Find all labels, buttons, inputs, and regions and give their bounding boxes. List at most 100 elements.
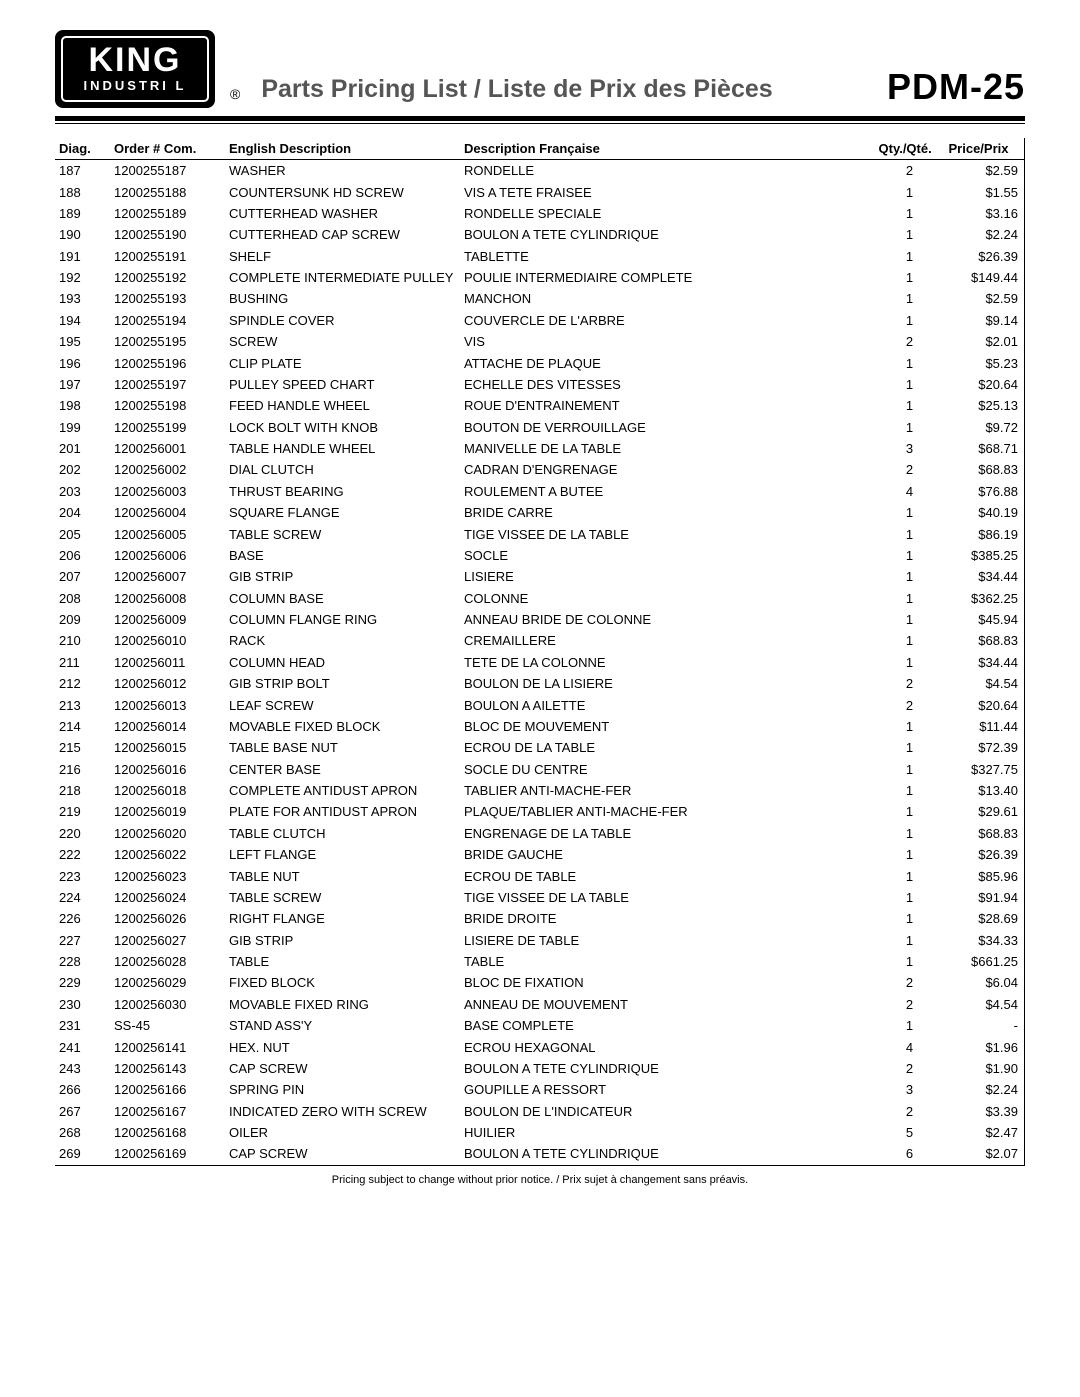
table-row: 2241200256024TABLE SCREWTIGE VISSEE DE L…	[55, 887, 1025, 908]
table-cell: 1	[875, 630, 945, 651]
table-cell: COLUMN FLANGE RING	[225, 609, 460, 630]
table-cell: 219	[55, 801, 110, 822]
table-cell: 1	[875, 267, 945, 288]
table-cell: 1	[875, 588, 945, 609]
table-cell: 231	[55, 1015, 110, 1036]
table-cell: $26.39	[945, 246, 1025, 267]
table-cell: 230	[55, 994, 110, 1015]
table-cell: 1200256028	[110, 951, 225, 972]
table-cell: PULLEY SPEED CHART	[225, 374, 460, 395]
table-cell: 209	[55, 609, 110, 630]
table-cell: 195	[55, 331, 110, 352]
table-cell: MANCHON	[460, 288, 875, 309]
table-cell: VIS	[460, 331, 875, 352]
table-cell: 1200256018	[110, 780, 225, 801]
table-cell: POULIE INTERMEDIAIRE COMPLETE	[460, 267, 875, 288]
table-cell: $68.83	[945, 823, 1025, 844]
table-cell: COLONNE	[460, 588, 875, 609]
table-cell: $1.96	[945, 1036, 1025, 1057]
table-cell: 1200255193	[110, 288, 225, 309]
table-cell: TIGE VISSEE DE LA TABLE	[460, 887, 875, 908]
table-row: 2201200256020TABLE CLUTCHENGRENAGE DE LA…	[55, 823, 1025, 844]
table-cell: 218	[55, 780, 110, 801]
table-cell: BOULON DE L'INDICATEUR	[460, 1101, 875, 1122]
table-cell: 2	[875, 1101, 945, 1122]
col-price: Price/Prix	[945, 138, 1025, 160]
footer-note: Pricing subject to change without prior …	[55, 1174, 1025, 1186]
table-cell: 1200256011	[110, 652, 225, 673]
table-cell: $28.69	[945, 908, 1025, 929]
table-cell: 1200256019	[110, 801, 225, 822]
table-cell: BRIDE GAUCHE	[460, 844, 875, 865]
table-row: 2011200256001TABLE HANDLE WHEELMANIVELLE…	[55, 438, 1025, 459]
table-row: 2021200256002DIAL CLUTCHCADRAN D'ENGRENA…	[55, 459, 1025, 480]
table-cell: 1	[875, 716, 945, 737]
table-cell: 1200256007	[110, 566, 225, 587]
table-row: 1931200255193BUSHINGMANCHON1$2.59	[55, 288, 1025, 309]
table-cell: 1200256009	[110, 609, 225, 630]
table-cell: $40.19	[945, 502, 1025, 523]
table-cell: 2	[875, 972, 945, 993]
table-cell: COUVERCLE DE L'ARBRE	[460, 310, 875, 331]
table-cell: ENGRENAGE DE LA TABLE	[460, 823, 875, 844]
table-row: 1901200255190CUTTERHEAD CAP SCREWBOULON …	[55, 224, 1025, 245]
table-cell: 1	[875, 224, 945, 245]
table-cell: 2	[875, 160, 945, 182]
table-cell: 1200256030	[110, 994, 225, 1015]
table-cell: 1200256027	[110, 930, 225, 951]
table-cell: COUNTERSUNK HD SCREW	[225, 181, 460, 202]
table-row: 2151200256015TABLE BASE NUTECROU DE LA T…	[55, 737, 1025, 758]
table-cell: 1200256169	[110, 1143, 225, 1165]
table-cell: $4.54	[945, 673, 1025, 694]
table-cell: 191	[55, 246, 110, 267]
table-cell: 197	[55, 374, 110, 395]
table-cell: 216	[55, 759, 110, 780]
table-cell: TABLE CLUTCH	[225, 823, 460, 844]
table-row: 231SS-45STAND ASS'YBASE COMPLETE1-	[55, 1015, 1025, 1036]
table-cell: TABLE NUT	[225, 865, 460, 886]
table-cell: 187	[55, 160, 110, 182]
table-cell: TIGE VISSEE DE LA TABLE	[460, 523, 875, 544]
table-body: 1871200255187WASHERRONDELLE2$2.591881200…	[55, 160, 1025, 1166]
table-cell: TABLETTE	[460, 246, 875, 267]
table-cell: 1200255196	[110, 352, 225, 373]
table-cell: 198	[55, 395, 110, 416]
table-cell: 1	[875, 780, 945, 801]
table-cell: MOVABLE FIXED RING	[225, 994, 460, 1015]
table-row: 2661200256166SPRING PINGOUPILLE A RESSOR…	[55, 1079, 1025, 1100]
table-cell: 1200256002	[110, 459, 225, 480]
table-cell: GIB STRIP BOLT	[225, 673, 460, 694]
table-cell: $2.24	[945, 224, 1025, 245]
table-cell: BOULON A TETE CYLINDRIQUE	[460, 1143, 875, 1165]
table-cell: BLOC DE FIXATION	[460, 972, 875, 993]
table-cell: 211	[55, 652, 110, 673]
table-cell: LEFT FLANGE	[225, 844, 460, 865]
table-cell: TABLE SCREW	[225, 887, 460, 908]
table-cell: $20.64	[945, 374, 1025, 395]
table-cell: ANNEAU BRIDE DE COLONNE	[460, 609, 875, 630]
table-row: 1911200255191SHELFTABLETTE1$26.39	[55, 246, 1025, 267]
table-cell: ATTACHE DE PLAQUE	[460, 352, 875, 373]
table-cell: 1	[875, 609, 945, 630]
table-cell: TABLE	[225, 951, 460, 972]
table-cell: CLIP PLATE	[225, 352, 460, 373]
table-cell: 2	[875, 994, 945, 1015]
col-eng-desc: English Description	[225, 138, 460, 160]
table-cell: RONDELLE SPECIALE	[460, 203, 875, 224]
table-row: 2141200256014MOVABLE FIXED BLOCKBLOC DE …	[55, 716, 1025, 737]
table-cell: 1200255199	[110, 417, 225, 438]
table-row: 2051200256005TABLE SCREWTIGE VISSEE DE L…	[55, 523, 1025, 544]
table-cell: 215	[55, 737, 110, 758]
table-cell: 2	[875, 694, 945, 715]
table-cell: RONDELLE	[460, 160, 875, 182]
table-cell: $327.75	[945, 759, 1025, 780]
table-cell: 224	[55, 887, 110, 908]
table-cell: $362.25	[945, 588, 1025, 609]
table-cell: CREMAILLERE	[460, 630, 875, 651]
table-cell: 227	[55, 930, 110, 951]
table-cell: LOCK BOLT WITH KNOB	[225, 417, 460, 438]
table-cell: 1200255189	[110, 203, 225, 224]
table-cell: BLOC DE MOUVEMENT	[460, 716, 875, 737]
table-cell: 1200256014	[110, 716, 225, 737]
table-row: 2431200256143CAP SCREWBOULON A TETE CYLI…	[55, 1058, 1025, 1079]
